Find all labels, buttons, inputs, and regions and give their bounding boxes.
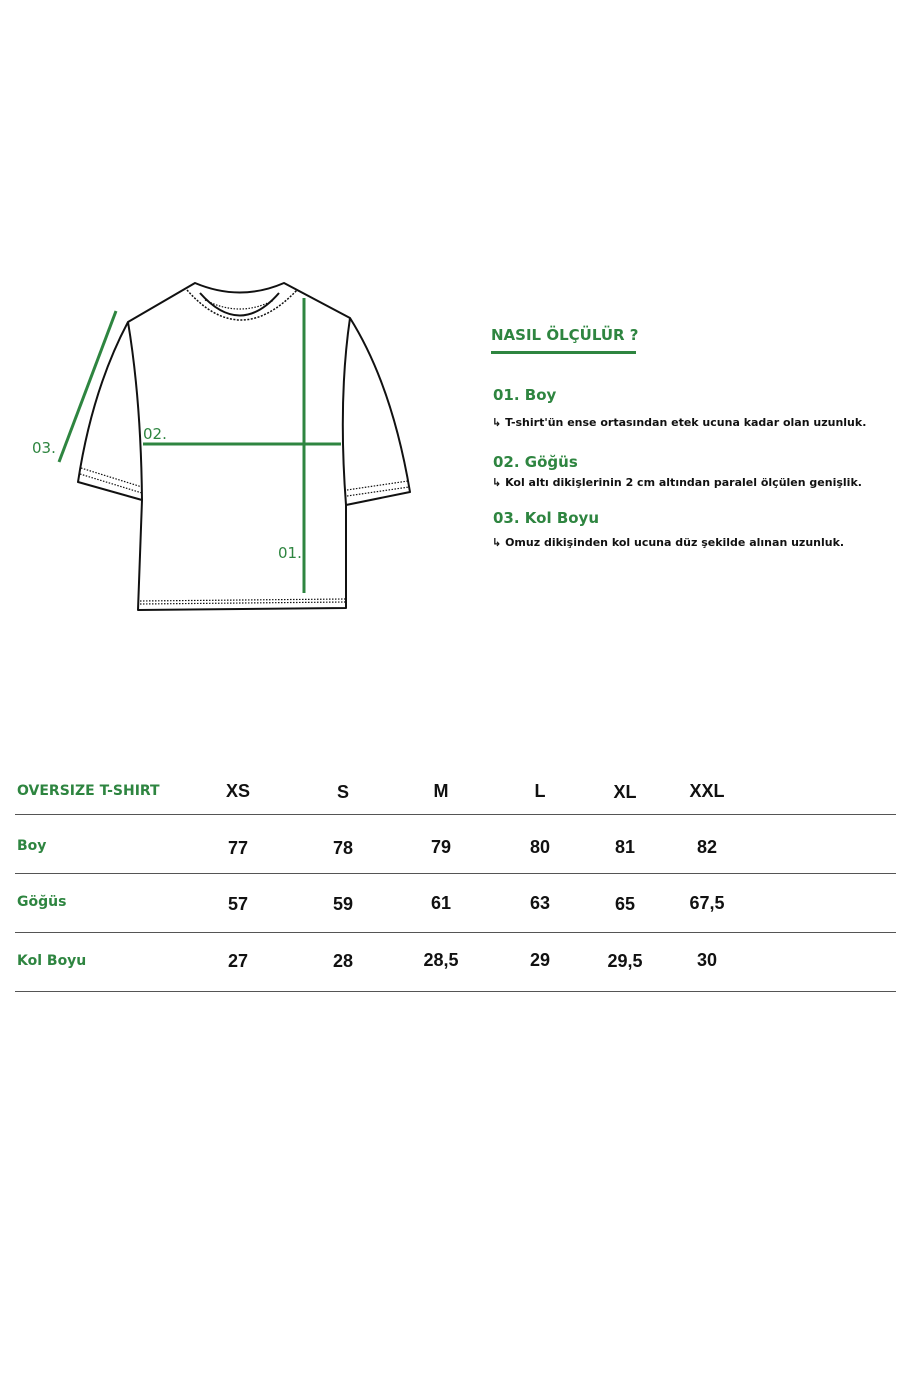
kol-heading: 03. Kol Boyu [493, 509, 600, 527]
left-armhole [127, 321, 143, 501]
divider [15, 814, 896, 815]
cell: 57 [227, 894, 249, 914]
row-label: Göğüs [17, 894, 67, 910]
cell: 28,5 [423, 950, 459, 970]
arrow-icon: ↳ [492, 416, 502, 429]
tshirt-diagram [57, 282, 411, 611]
table-title: OVERSIZE T-SHIRT [17, 783, 160, 799]
cell: 63 [529, 893, 551, 913]
cell: 78 [332, 838, 354, 858]
cell: 82 [696, 837, 718, 857]
boy-label: 01. [278, 544, 302, 562]
hem-stitch [139, 598, 346, 605]
row-label: Boy [17, 838, 47, 854]
divider [15, 991, 896, 992]
cell: 80 [529, 837, 551, 857]
boy-heading: 01. Boy [493, 386, 557, 404]
gogus-description: Kol altı dikişlerinin 2 cm altından para… [505, 476, 862, 489]
title-underline [491, 351, 636, 354]
size-header: S [336, 782, 350, 802]
cell: 28 [332, 951, 354, 971]
cell: 30 [696, 950, 718, 970]
cell: 79 [430, 837, 452, 857]
tshirt-outline [77, 282, 411, 611]
kol-measure-line [57, 310, 118, 463]
kol-description: Omuz dikişinden kol ucuna düz şekilde al… [505, 536, 845, 549]
cell: 65 [614, 894, 636, 914]
right-armhole [341, 317, 351, 506]
kol-label: 03. [32, 439, 56, 457]
size-header: XL [613, 782, 637, 802]
boy-description: T-shirt'ün ense ortasından etek ucuna ka… [505, 416, 867, 429]
neck-band [186, 289, 298, 321]
gogus-heading: 02. Göğüs [493, 453, 578, 471]
neck-stitch [204, 299, 275, 310]
arrow-icon: ↳ [492, 536, 502, 549]
row-label: Kol Boyu [17, 953, 87, 969]
cell: 61 [430, 893, 452, 913]
size-header: L [534, 781, 546, 801]
cell: 67,5 [689, 893, 725, 913]
arrow-icon: ↳ [492, 476, 502, 489]
cell: 29,5 [607, 951, 643, 971]
size-header: XXL [689, 781, 725, 801]
size-header: XS [225, 781, 251, 801]
gogus-label: 02. [143, 425, 167, 443]
cell: 29 [529, 950, 551, 970]
size-header: M [433, 781, 449, 801]
cell: 77 [227, 838, 249, 858]
divider [15, 873, 896, 874]
cell: 81 [614, 837, 636, 857]
left-cuff-stitch [79, 467, 143, 494]
cell: 59 [332, 894, 354, 914]
divider [15, 932, 896, 933]
right-cuff-stitch [346, 480, 410, 497]
cell: 27 [227, 951, 249, 971]
guide-title: NASIL ÖLÇÜLÜR ? [491, 326, 639, 344]
